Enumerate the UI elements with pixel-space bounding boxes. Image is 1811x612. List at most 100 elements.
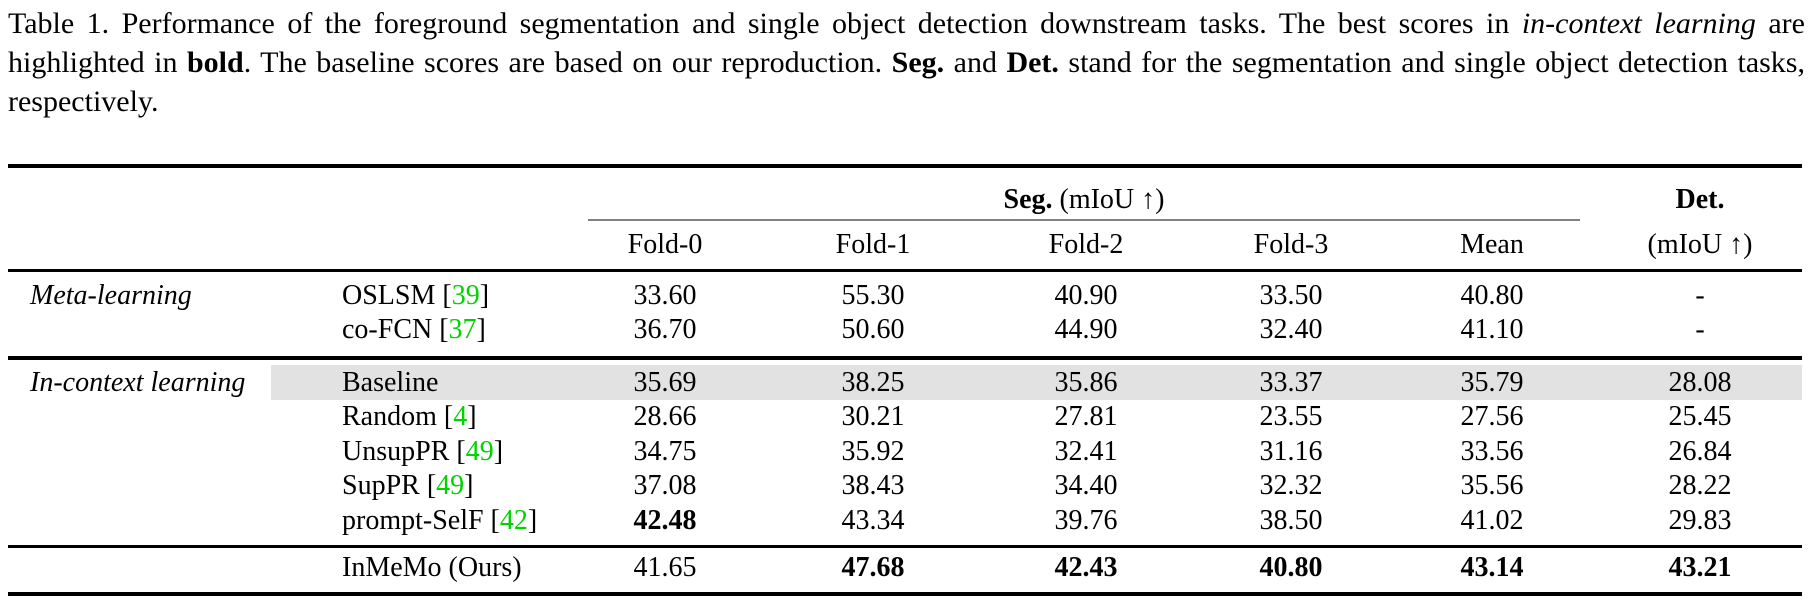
column-header-det-miou: (mIoU ↑) [1647,229,1753,260]
method-name: Baseline [342,367,439,398]
cell-fold1: 55.30 [841,280,905,311]
column-header-fold0: Fold-0 [627,229,703,260]
cell-det: - [1695,314,1705,345]
citation-link[interactable]: 49 [465,436,494,467]
method-name: prompt-SelF [ [342,505,500,536]
table-bottom-rule [8,592,1802,596]
cell-fold3: 32.40 [1259,314,1323,345]
seg-column-group-header: Seg. (mIoU ↑) [588,183,1580,217]
cell-fold2: 35.86 [1054,367,1118,398]
citation-link[interactable]: 4 [453,401,468,432]
cell-mean: 35.56 [1460,470,1524,501]
row-group-label [30,504,280,538]
citation-link[interactable]: 42 [499,505,528,536]
cell-fold0: 36.70 [633,314,697,345]
cell-fold2: 34.40 [1054,470,1118,501]
column-header-fold3: Fold-3 [1253,229,1329,260]
cell-fold0: 42.48 [633,505,697,536]
method-label: InMeMo (Ours) [342,551,622,585]
row-group-label-meta-learning: Meta-learning [30,280,192,311]
row-group-label-in-context-learning: In-context learning [30,367,246,398]
cell-mean: 40.80 [1460,280,1524,311]
cell-fold1: 38.43 [841,470,905,501]
bracket-close: ] [464,470,474,501]
cell-fold3: 38.50 [1259,505,1323,536]
cell-mean: 41.02 [1460,505,1524,536]
cell-det: 25.45 [1668,401,1732,432]
baseline-highlight-band [271,365,1802,400]
table-row-prompt-self: prompt-SelF [42] 42.48 43.34 39.76 38.50… [0,504,1811,538]
row-group-label [30,469,280,503]
table-row-oslsm: Meta-learning OSLSM [39] 33.60 55.30 40.… [0,279,1811,313]
table-row-baseline: In-context learning Baseline 35.69 38.25… [0,366,1811,400]
caption-seg-abbrev: Seg. [891,46,945,79]
cell-fold0: 28.66 [633,401,697,432]
method-label: SupPR [49] [342,469,622,503]
bracket-close: ] [476,314,486,345]
cell-mean: 27.56 [1460,401,1524,432]
caption-text: stand for the segmentation and single ob… [8,46,1805,118]
cell-fold3: 33.37 [1259,367,1323,398]
final-row-rule [8,545,1802,548]
method-label: UnsupPR [49] [342,435,622,469]
caption-bold-word: bold [186,46,244,79]
cell-fold2: 44.90 [1054,314,1118,345]
column-header-mean: Mean [1460,229,1524,260]
method-name: Random [ [342,401,454,432]
table-caption: Table 1. Performance of the foreground s… [8,4,1805,121]
bracket-close: ] [527,505,538,536]
cell-fold3: 40.80 [1259,552,1323,583]
cell-mean: 43.14 [1460,552,1524,583]
caption-text: are highlighted in [8,7,1805,79]
cell-mean: 33.56 [1460,436,1524,467]
group-divider-rule [8,356,1802,360]
citation-link[interactable]: 37 [448,314,477,345]
cell-fold1: 43.34 [841,505,905,536]
cell-mean: 41.10 [1460,314,1524,345]
table-row-cofcn: co-FCN [37] 36.70 50.60 44.90 32.40 41.1… [0,313,1811,347]
cell-fold2: 40.90 [1054,280,1118,311]
cell-fold0: 33.60 [633,280,697,311]
cell-fold0: 37.08 [633,470,697,501]
caption-text: . The baseline scores are based on our r… [243,46,892,79]
caption-text: and [944,46,1007,79]
method-name: InMeMo (Ours) [342,552,522,583]
method-label: OSLSM [39] [342,279,622,313]
cell-det: 28.22 [1668,470,1732,501]
cell-fold3: 33.50 [1259,280,1323,311]
cell-fold2: 39.76 [1054,505,1118,536]
table-top-rule [8,164,1802,168]
method-name: SupPR [ [342,470,437,501]
cell-fold1: 35.92 [841,436,905,467]
table-row-unsuppr: UnsupPR [49] 34.75 35.92 32.41 31.16 33.… [0,435,1811,469]
row-group-label [30,551,280,585]
table-row-inmemo-ours: InMeMo (Ours) 41.65 47.68 42.43 40.80 43… [0,551,1811,585]
row-group-label [30,435,280,469]
cell-fold1: 30.21 [841,401,905,432]
cell-fold1: 47.68 [841,552,905,583]
citation-link[interactable]: 39 [451,280,480,311]
det-column-group-header: Det. [1675,184,1725,215]
method-name: UnsupPR [ [342,436,466,467]
method-name: co-FCN [ [342,314,449,345]
row-group-label [30,400,280,434]
cell-fold0: 41.65 [633,552,697,583]
bracket-close: ] [493,436,504,467]
seg-label: Seg. [1003,184,1053,215]
row-group-label [30,313,280,347]
citation-link[interactable]: 49 [436,470,465,501]
table-row-suppr: SupPR [49] 37.08 38.43 34.40 32.32 35.56… [0,469,1811,503]
cell-fold1: 38.25 [841,367,905,398]
cell-fold3: 32.32 [1259,470,1323,501]
cell-det: 26.84 [1668,436,1732,467]
cell-det: 29.83 [1668,505,1732,536]
subheader-row: Fold-0 Fold-1 Fold-2 Fold-3 Mean (mIoU ↑… [0,228,1811,262]
column-header-fold1: Fold-1 [835,229,911,260]
caption-det-abbrev: Det. [1006,46,1059,79]
bracket-close: ] [479,280,490,311]
cell-fold2: 27.81 [1054,401,1118,432]
caption-text: Table 1. Performance of the foreground s… [8,7,1522,40]
bracket-close: ] [467,401,477,432]
cell-mean: 35.79 [1460,367,1524,398]
